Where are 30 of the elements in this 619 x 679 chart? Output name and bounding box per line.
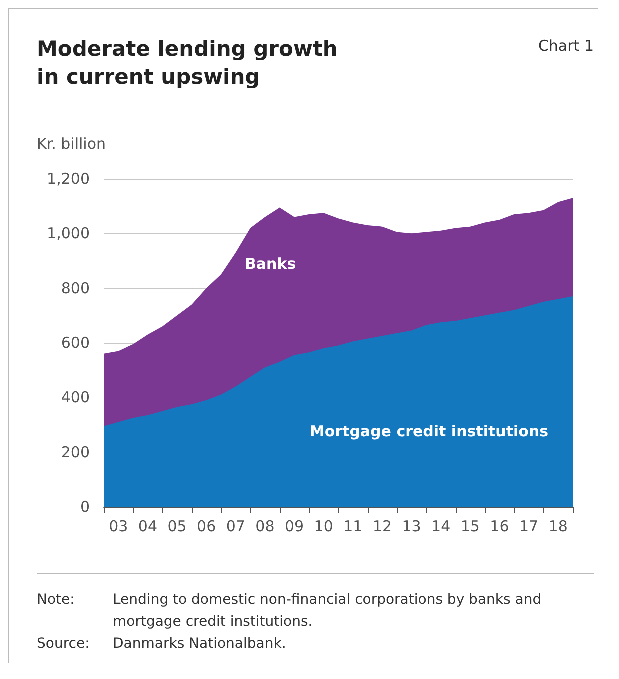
y-tick-label: 200 [61, 443, 90, 462]
y-tick-label: 800 [61, 279, 90, 298]
x-tick-label: 15 [460, 518, 480, 536]
x-tick-label: 17 [519, 518, 539, 536]
text: Note: Lending to domestic non-financial corporations by banks and mortgage credit institutions. [37, 591, 543, 632]
y-tick-label: 1,000 [47, 224, 90, 243]
x-tick-label: 04 [138, 518, 158, 536]
y-tick-label: 1,200 [47, 170, 90, 188]
x-tick-label: 14 [432, 518, 451, 536]
x-tick-label: 18 [548, 518, 568, 536]
chart-subtitle: Chart 1 [538, 37, 594, 55]
x-tick-label: 09 [284, 518, 304, 536]
x-tick-label: 07 [226, 518, 246, 536]
series-label: Banks [245, 255, 296, 273]
x-tick-label: 10 [314, 518, 334, 536]
x-tick-label: 11 [344, 518, 363, 536]
series-label: Mortgage credit institutions [310, 422, 549, 441]
source-note: Source: Danmarks Nationalbank. [37, 635, 288, 654]
x-tick-label: 06 [197, 518, 216, 536]
y-tick-label: 600 [61, 334, 90, 352]
x-tick-label: 03 [109, 518, 128, 536]
x-tick-label: 05 [168, 518, 187, 536]
x-tick-label: 13 [402, 518, 422, 536]
x-tick-label: 08 [256, 518, 275, 536]
y-tick-label: 0 [80, 498, 90, 516]
y-axis-title: Kr. billion [37, 135, 106, 153]
x-tick-label: 12 [372, 518, 392, 536]
x-tick-label: 16 [490, 518, 510, 536]
y-tick-label: 400 [61, 388, 90, 407]
chart-title: Moderate lending growth in current upswing [37, 36, 339, 91]
